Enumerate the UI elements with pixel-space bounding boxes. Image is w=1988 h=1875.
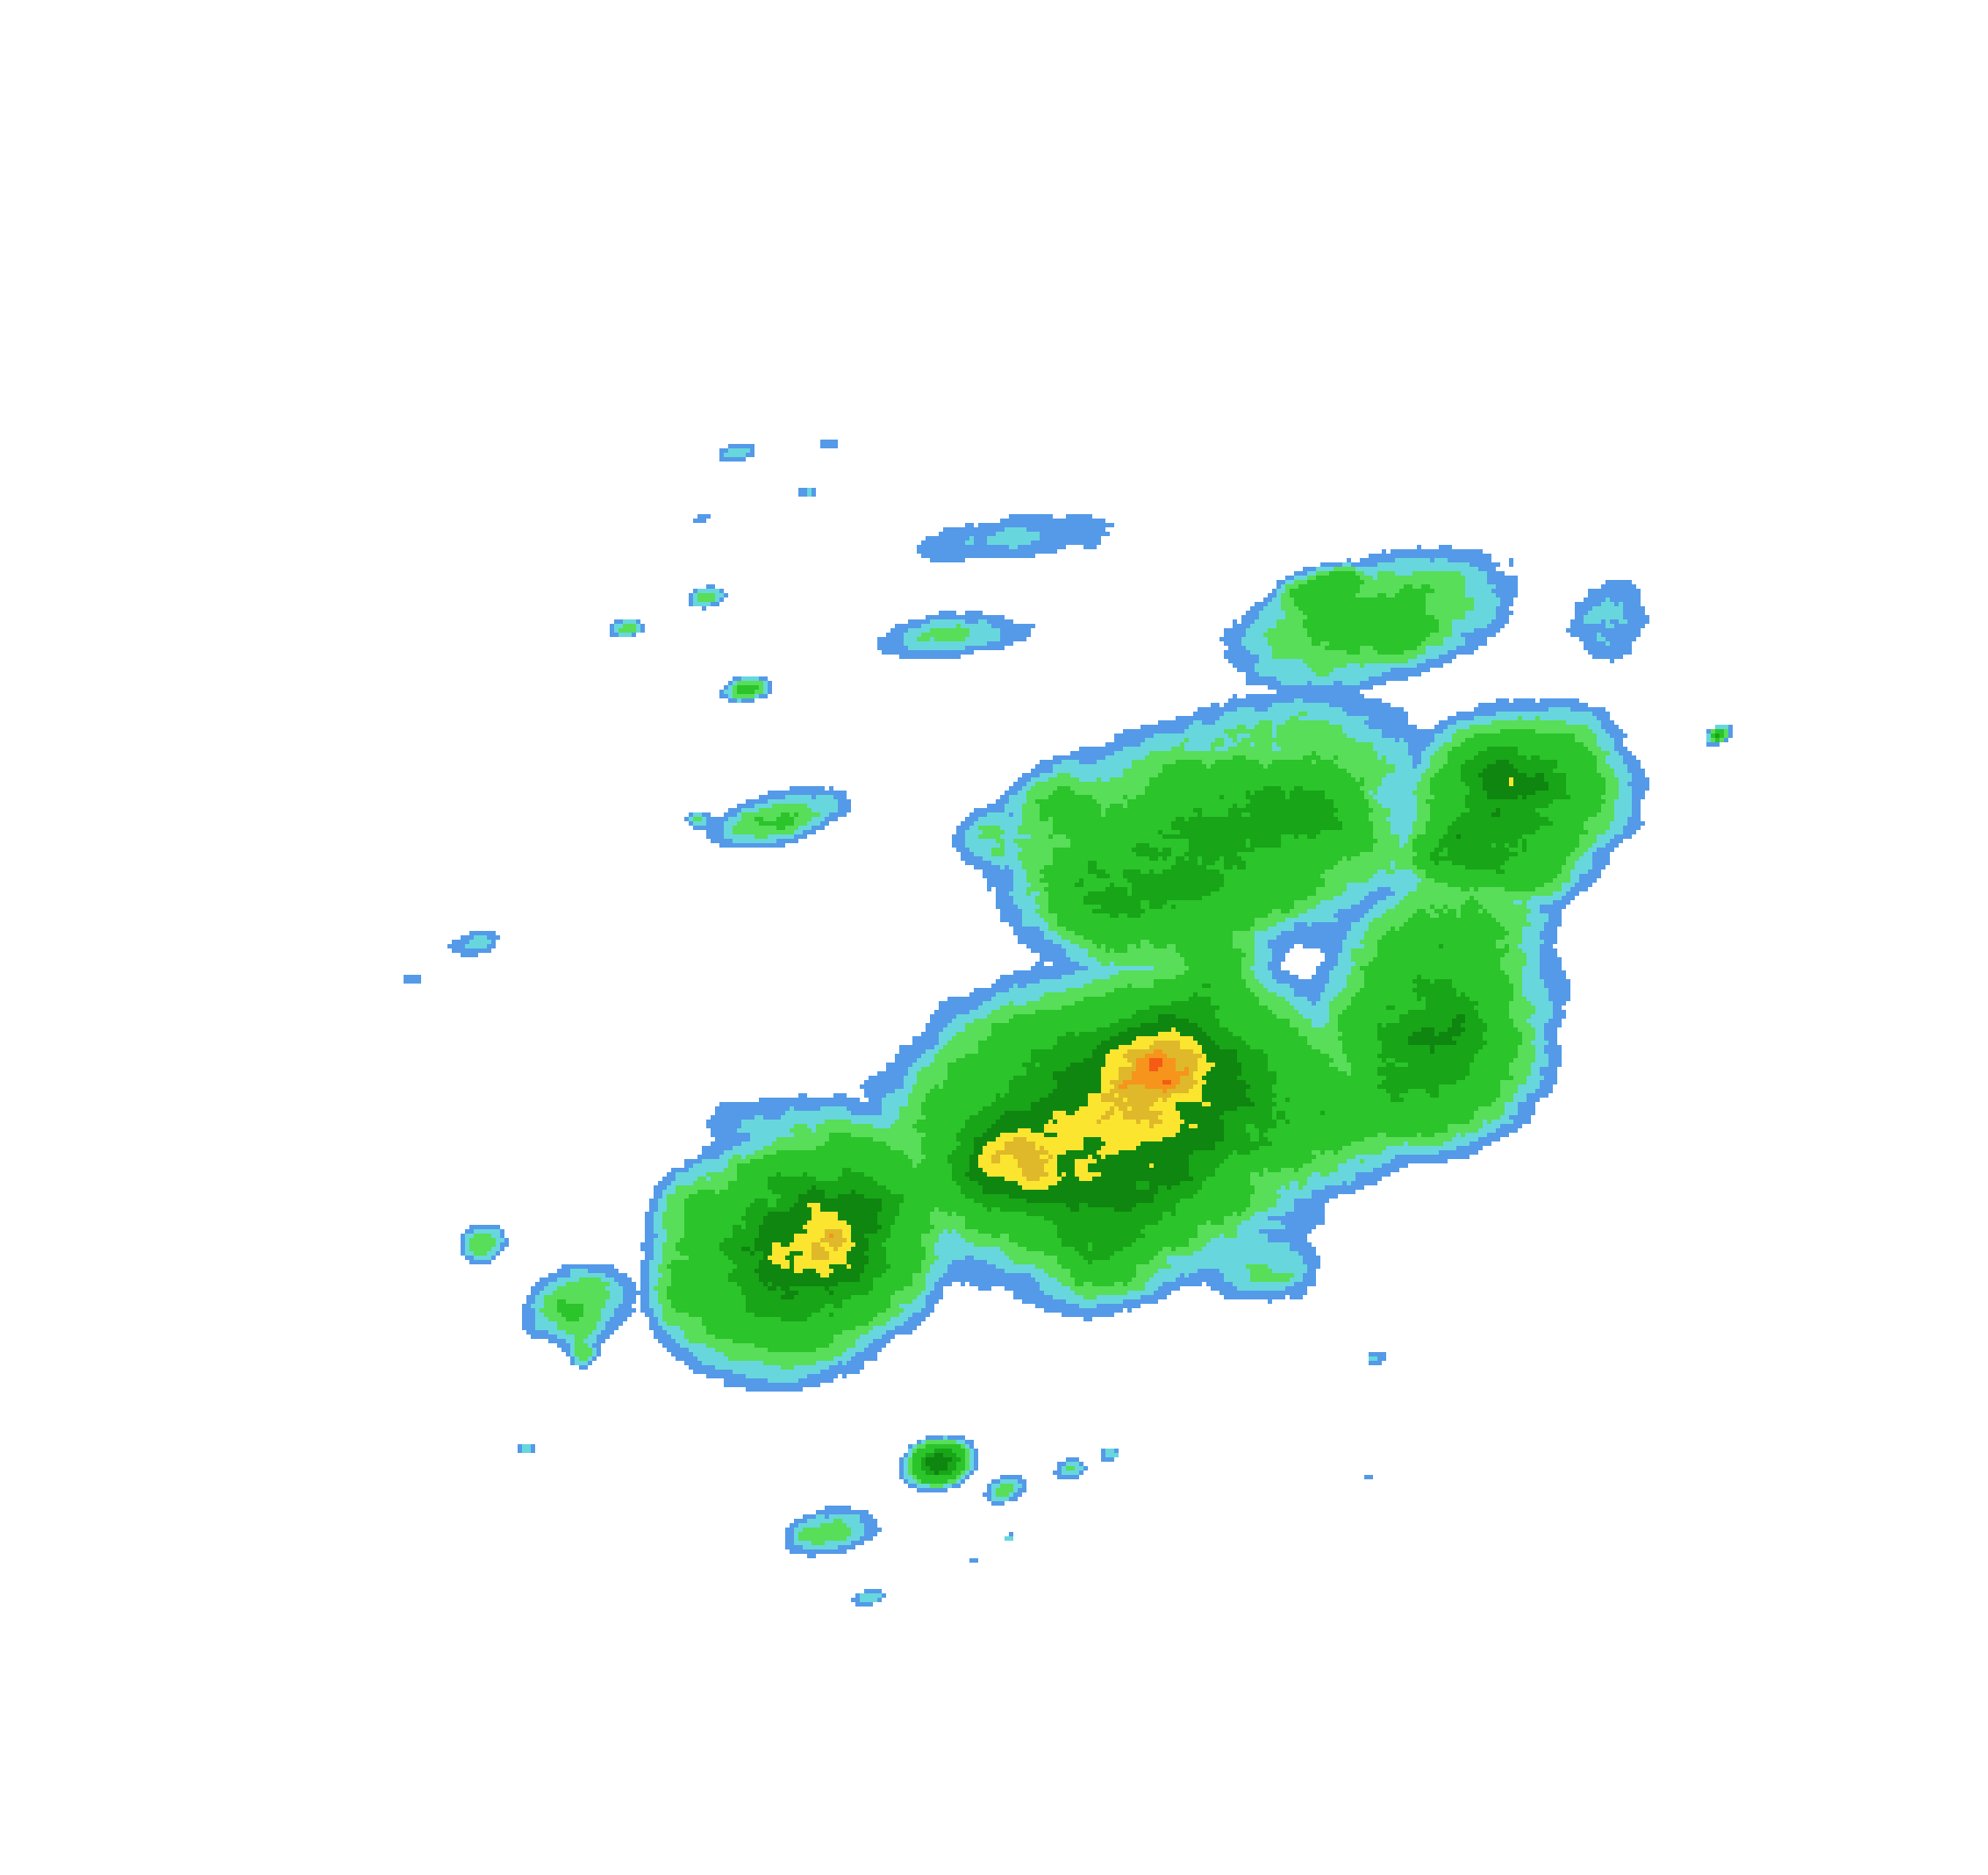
radar-precipitation-layer [35, 14, 1988, 1875]
radar-map: radar-reflectivity [35, 14, 1988, 1875]
